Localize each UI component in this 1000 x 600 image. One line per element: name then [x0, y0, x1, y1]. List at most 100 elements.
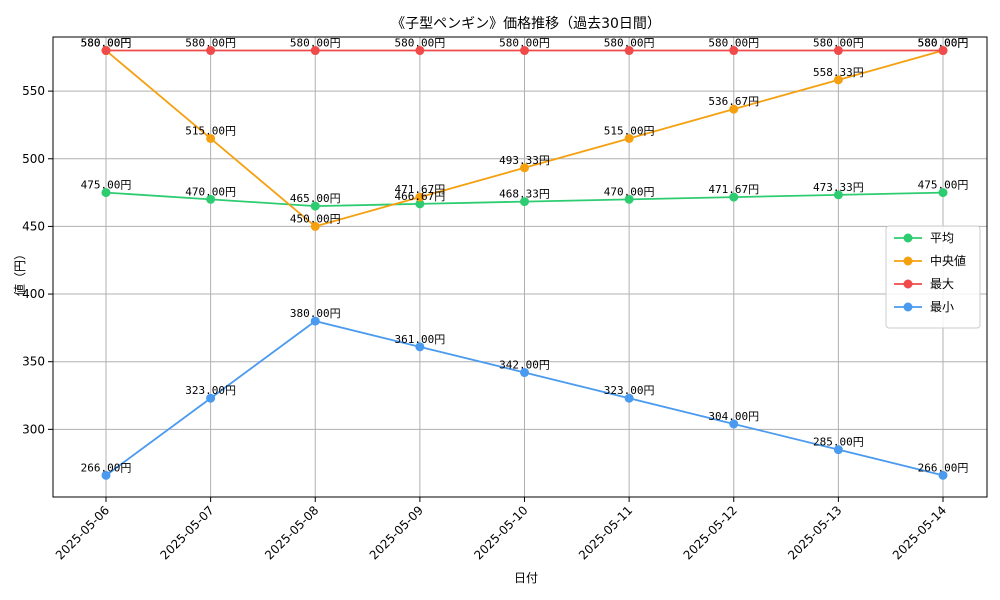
data-label: 471.67円 — [708, 183, 759, 196]
series-marker-2 — [101, 46, 111, 56]
series-marker-0 — [833, 190, 843, 200]
series-marker-2 — [729, 46, 739, 56]
data-label: 580.00円 — [813, 37, 864, 50]
data-label: 580.00円 — [918, 37, 969, 50]
data-label: 475.00円 — [918, 179, 969, 192]
legend-label: 最小 — [930, 300, 954, 314]
x-tick-label: 2025-05-14 — [890, 503, 949, 562]
x-tick-label: 2025-05-07 — [158, 503, 217, 562]
series-marker-0 — [206, 194, 216, 204]
data-label: 471.67円 — [395, 183, 446, 196]
series-marker-3 — [729, 419, 739, 429]
data-label: 285.00円 — [813, 436, 864, 449]
series-marker-0 — [310, 201, 320, 211]
x-tick-label: 2025-05-10 — [471, 503, 530, 562]
series-marker-3 — [624, 393, 634, 403]
data-label-layer: 475.00円 470.00円 465.00円 466.67円 468.33円 470.0… — [81, 37, 969, 475]
data-label: 304.00円 — [708, 410, 759, 423]
grid-layer — [53, 37, 987, 497]
data-label: 580.00円 — [395, 37, 446, 50]
x-tick-label: 2025-05-12 — [681, 503, 740, 562]
data-label: 580.00円 — [708, 37, 759, 50]
legend-marker — [903, 233, 913, 243]
series-marker-0 — [938, 188, 948, 198]
y-tick-label: 450 — [22, 219, 45, 233]
data-label: 580.00円 — [81, 37, 132, 50]
data-label: 580.00円 — [499, 37, 550, 50]
data-label: 515.00円 — [185, 124, 236, 137]
data-label: 515.00円 — [604, 124, 655, 137]
legend-label: 最大 — [930, 277, 954, 291]
data-label: 473.33円 — [813, 181, 864, 194]
legend-label: 平均 — [930, 231, 954, 245]
series-marker-0 — [101, 188, 111, 198]
data-label: 580.00円 — [185, 37, 236, 50]
y-tick-label: 350 — [22, 355, 45, 369]
series-marker-2 — [938, 46, 948, 56]
data-label: 475.00円 — [81, 179, 132, 192]
series-marker-2 — [206, 46, 216, 56]
series-marker-3 — [310, 316, 320, 326]
data-label: 580.00円 — [604, 37, 655, 50]
plot-frame — [52, 36, 988, 498]
tick-layer: 2025-05-06 2025-05-07 2025-05-08 2025-05-09… — [22, 84, 949, 562]
series-marker-1 — [729, 104, 739, 114]
legend-label: 中央値 — [930, 253, 966, 268]
data-label: 558.33円 — [813, 66, 864, 79]
y-tick-label: 400 — [22, 287, 45, 301]
y-tick-label: 550 — [22, 84, 45, 98]
series-marker-3 — [520, 368, 529, 378]
data-label: 342.00円 — [499, 359, 550, 372]
data-label: 580.00円 — [290, 37, 341, 50]
series-layer — [101, 46, 948, 480]
data-label: 466.67円 — [395, 190, 446, 203]
series-marker-1 — [833, 75, 843, 85]
data-label: 580.00円 — [81, 37, 132, 50]
series-marker-1 — [624, 133, 634, 143]
series-marker-2 — [833, 46, 843, 56]
data-label: 266.00円 — [918, 461, 969, 474]
x-tick-label: 2025-05-13 — [785, 503, 844, 562]
data-label: 580.00円 — [918, 37, 969, 50]
data-label: 361.00円 — [395, 333, 446, 346]
y-tick-label: 300 — [22, 422, 45, 436]
series-marker-2 — [415, 46, 425, 56]
data-label: 470.00円 — [185, 185, 236, 198]
x-axis-label: 日付 — [514, 571, 538, 585]
data-label: 465.00円 — [290, 192, 341, 205]
chart-title: 《子型ペンギン》価格推移（過去30日間） — [391, 16, 661, 32]
y-tick-label: 500 — [22, 152, 45, 166]
x-tick-label: 2025-05-09 — [367, 503, 426, 562]
series-marker-3 — [415, 342, 425, 352]
x-tick-label: 2025-05-11 — [576, 503, 635, 562]
series-marker-2 — [624, 46, 634, 56]
data-label: 493.33円 — [499, 154, 550, 167]
series-marker-1 — [415, 192, 425, 202]
data-label: 536.67円 — [708, 95, 759, 108]
data-label: 470.00円 — [604, 185, 655, 198]
series-marker-0 — [729, 192, 739, 202]
legend-marker — [903, 302, 913, 312]
series-marker-1 — [206, 133, 216, 143]
series-marker-3 — [206, 393, 216, 403]
series-marker-3 — [833, 445, 843, 455]
series-marker-3 — [938, 470, 948, 480]
data-label: 323.00円 — [185, 384, 236, 397]
data-label: 468.33円 — [499, 188, 550, 201]
series-marker-0 — [624, 194, 634, 204]
legend-marker — [903, 256, 913, 266]
series-marker-2 — [520, 46, 529, 56]
series-marker-3 — [101, 470, 111, 480]
series-marker-0 — [520, 197, 529, 207]
data-label: 323.00円 — [604, 384, 655, 397]
series-marker-1 — [520, 163, 529, 173]
series-marker-2 — [310, 46, 320, 56]
legend-box — [885, 225, 981, 329]
series-marker-0 — [415, 199, 425, 209]
data-label: 450.00円 — [290, 212, 341, 225]
y-axis-label: 値（円） — [12, 248, 27, 296]
series-marker-1 — [310, 221, 320, 231]
